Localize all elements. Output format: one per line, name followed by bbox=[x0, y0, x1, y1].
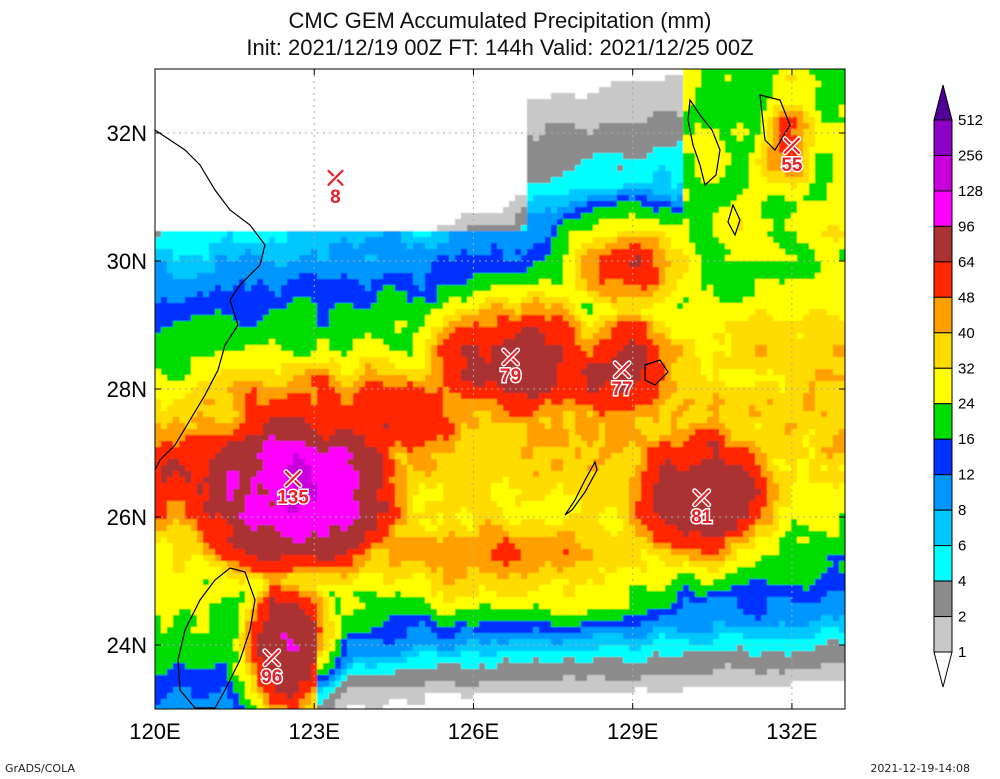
x-tick-label: 120E bbox=[129, 719, 180, 744]
x-tick-label: 126E bbox=[448, 719, 499, 744]
maximum-value-label: 77 bbox=[612, 379, 633, 400]
colorbar-label: 64 bbox=[958, 254, 975, 271]
coastline bbox=[155, 94, 791, 709]
colorbar-box bbox=[933, 154, 953, 192]
maximum-value-label: 8 bbox=[330, 187, 341, 208]
colorbar-label: 128 bbox=[958, 183, 983, 200]
colorbar-label: 40 bbox=[958, 325, 975, 342]
amami-coast bbox=[644, 359, 669, 386]
y-tick-label: 28N bbox=[107, 377, 147, 402]
tanegashima bbox=[727, 203, 741, 237]
x-tick-label: 132E bbox=[766, 719, 817, 744]
maximum-marker: 135 bbox=[276, 469, 311, 510]
axis-ticks: 120E 123E 126E 129E 132E 24N 26N 28N 30N 32N bbox=[107, 69, 845, 744]
colorbar-label: 12 bbox=[958, 467, 975, 484]
colorbar-label: 32 bbox=[958, 360, 975, 377]
y-tick-label: 32N bbox=[107, 121, 147, 146]
shikoku-coast bbox=[759, 94, 791, 151]
grid-lines bbox=[155, 69, 845, 709]
colorbar-label: 6 bbox=[958, 538, 966, 555]
maximum-value-label: 81 bbox=[691, 507, 713, 528]
maximum-marker: 8 bbox=[325, 168, 345, 209]
footer-credit: GrADS/COLA bbox=[5, 762, 75, 775]
colorbar-label: 96 bbox=[958, 218, 975, 235]
chart-subtitle: Init: 2021/12/19 00Z FT: 144h Valid: 202… bbox=[246, 35, 754, 60]
colorbar-box bbox=[933, 261, 953, 298]
colorbar-label: 512 bbox=[958, 112, 983, 129]
colorbar-label: 2 bbox=[958, 609, 966, 626]
colorbar-bottom-arrow bbox=[933, 651, 953, 688]
x-tick-label: 123E bbox=[289, 719, 340, 744]
maximum-marker: 81 bbox=[690, 488, 714, 529]
colorbar-box bbox=[933, 119, 953, 156]
colorbar-top-arrow bbox=[933, 84, 953, 121]
colorbar-box bbox=[933, 545, 953, 582]
maximum-marker: 96 bbox=[260, 648, 284, 689]
y-tick-label: 24N bbox=[107, 633, 147, 658]
colorbar-box bbox=[933, 403, 953, 440]
colorbar-box bbox=[933, 225, 953, 263]
colorbar-box bbox=[933, 474, 953, 511]
maximum-value-label: 55 bbox=[781, 155, 803, 176]
colorbar-box bbox=[933, 580, 953, 618]
maximum-marker: 77 bbox=[610, 360, 634, 401]
maxima-markers: 8 55 79 77 135 81 96 bbox=[260, 136, 804, 689]
colorbar-label: 48 bbox=[958, 289, 975, 306]
colorbar-label: 8 bbox=[958, 502, 966, 519]
x-tick-label: 129E bbox=[607, 719, 658, 744]
colorbar-box bbox=[933, 438, 953, 476]
china-coast bbox=[155, 129, 266, 471]
colorbar-box bbox=[933, 367, 953, 405]
maximum-value-label: 79 bbox=[500, 366, 521, 387]
okinawa-coast bbox=[564, 460, 598, 516]
y-tick-label: 30N bbox=[107, 249, 147, 274]
maximum-value-label: 135 bbox=[277, 488, 309, 509]
colorbar-box bbox=[933, 296, 953, 334]
colorbar-label: 1 bbox=[958, 644, 966, 661]
chart-title: CMC GEM Accumulated Precipitation (mm) bbox=[288, 8, 712, 33]
precip-field bbox=[155, 69, 845, 709]
colorbar-label: 24 bbox=[958, 396, 975, 413]
maximum-marker: 55 bbox=[780, 136, 804, 177]
colorbar-box bbox=[933, 509, 953, 547]
maximum-marker: 79 bbox=[499, 347, 523, 389]
taiwan-coast bbox=[177, 567, 256, 709]
colorbar-label: 4 bbox=[958, 573, 966, 590]
colorbar-box bbox=[933, 616, 953, 653]
y-tick-label: 26N bbox=[107, 505, 147, 530]
colorbar-label: 256 bbox=[958, 147, 983, 164]
colorbar-box bbox=[933, 190, 953, 227]
colorbar-box bbox=[933, 332, 953, 369]
colorbar-label: 16 bbox=[958, 431, 975, 448]
footer-timestamp: 2021-12-19-14:08 bbox=[870, 762, 970, 775]
maximum-value-label: 96 bbox=[261, 667, 282, 688]
